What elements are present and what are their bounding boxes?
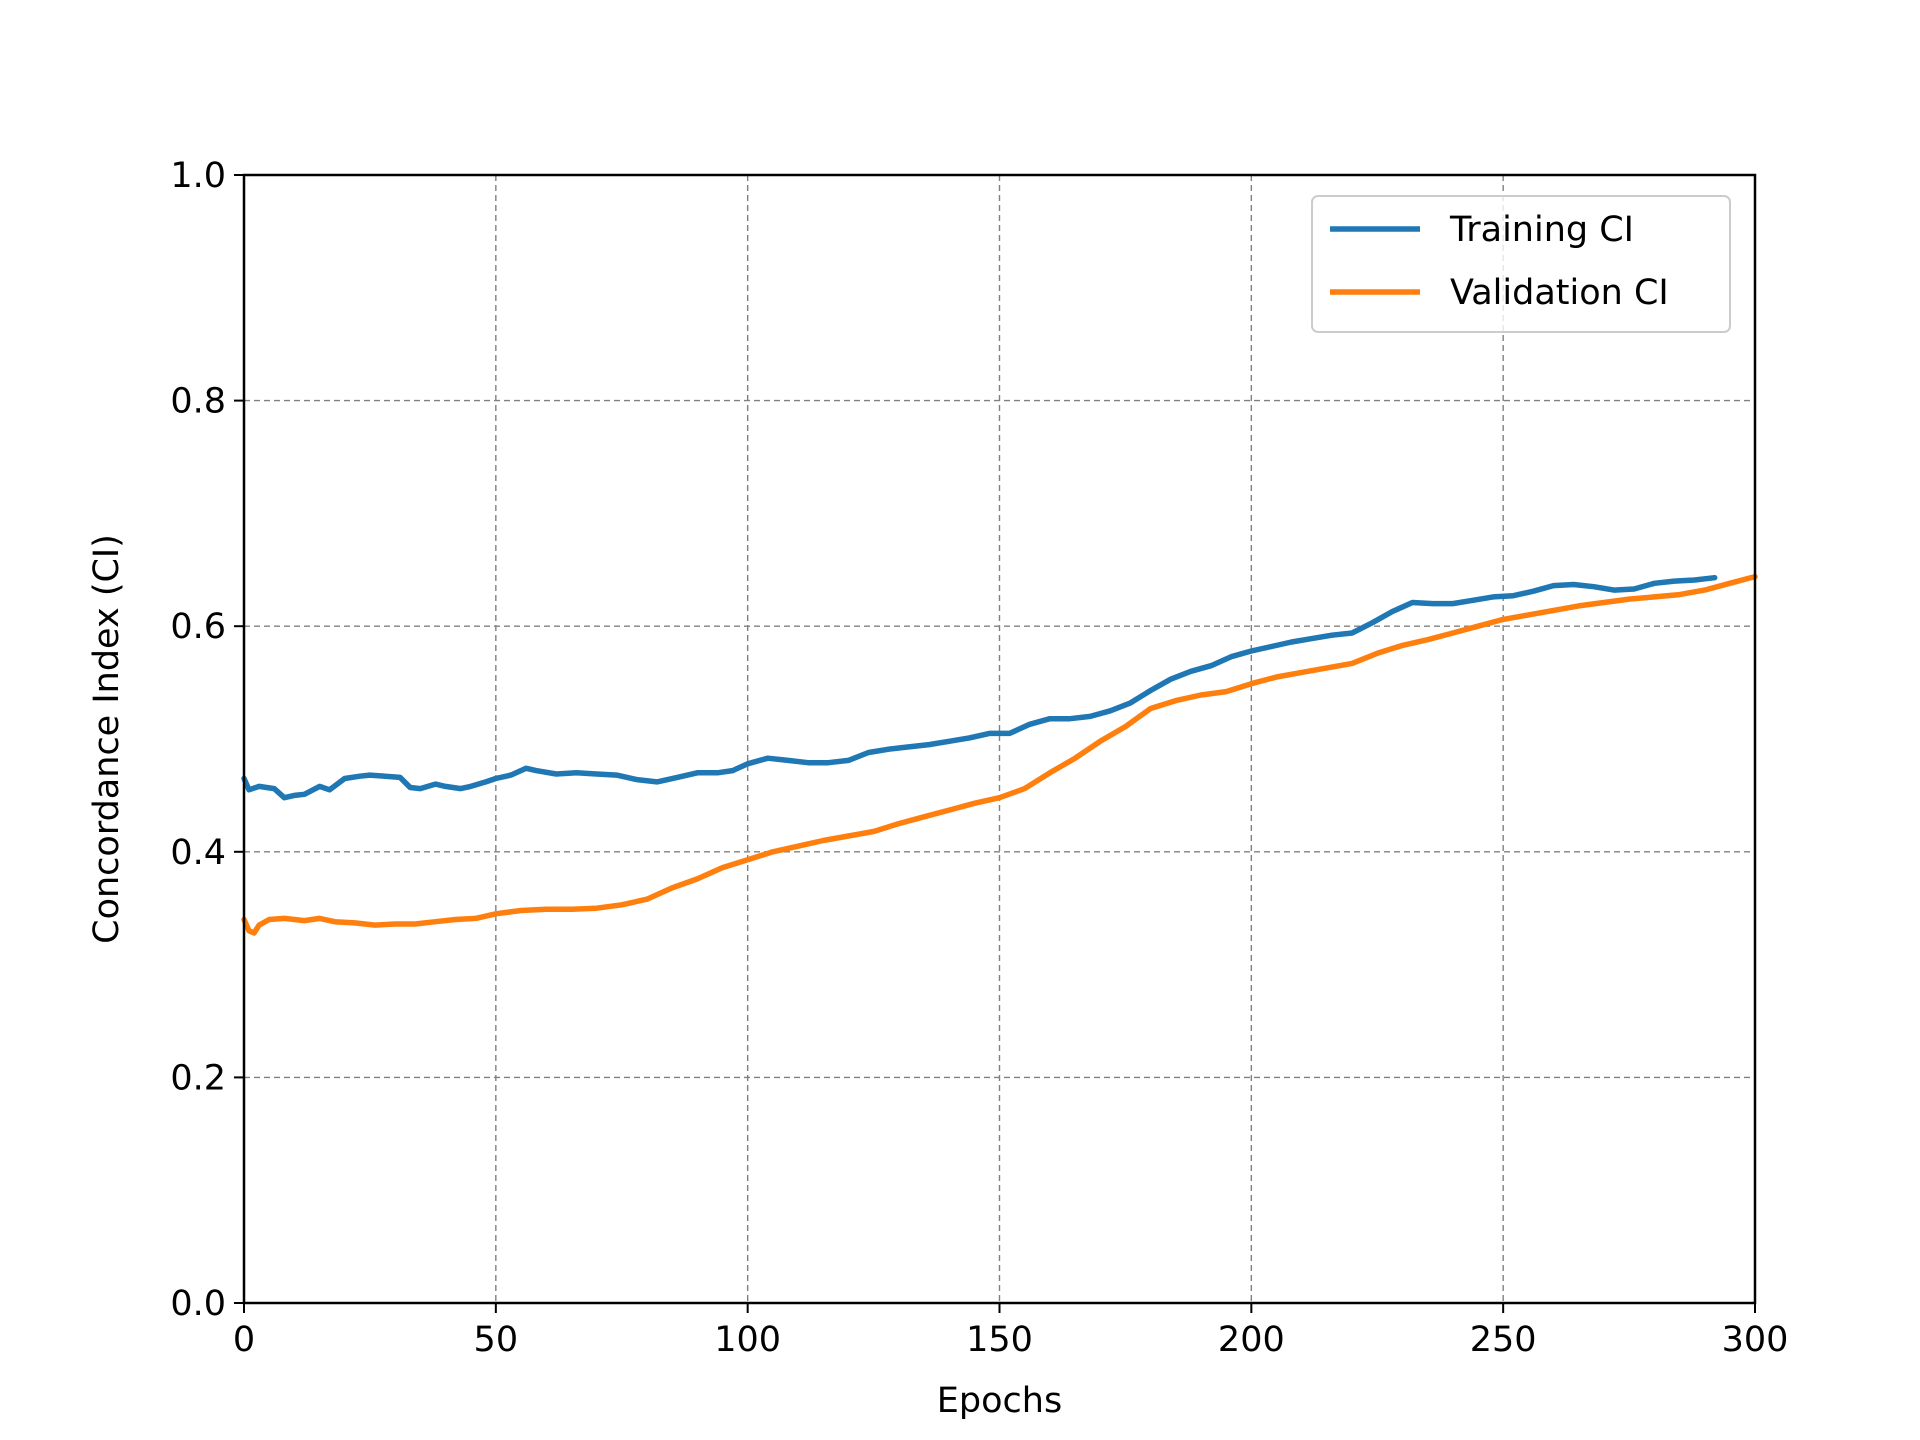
x-tick-label: 250 (1470, 1320, 1537, 1360)
x-tick-label: 100 (714, 1320, 781, 1360)
x-tick-label: 50 (474, 1320, 519, 1360)
x-tick-label: 200 (1218, 1320, 1285, 1360)
legend: Training CI Validation CI (1311, 195, 1731, 333)
y-tick-label: 0.4 (170, 833, 226, 873)
y-tick-label: 1.0 (170, 156, 226, 196)
y-tick-label: 0.6 (170, 607, 226, 647)
x-tick-label: 0 (233, 1320, 255, 1360)
y-tick-label: 0.0 (170, 1284, 226, 1324)
validation-ci-line (241, 573, 1758, 936)
legend-label-validation: Validation CI (1450, 273, 1669, 313)
y-axis-title: Concordance Index (CI) (87, 534, 127, 944)
x-tick-label: 300 (1722, 1320, 1789, 1360)
y-tick-label: 0.8 (170, 382, 226, 422)
y-tick-label: 0.2 (170, 1058, 226, 1098)
x-tick-label: 150 (966, 1320, 1033, 1360)
series-lines (241, 573, 1758, 936)
legend-label-training: Training CI (1449, 210, 1634, 250)
x-axis-title: Epochs (937, 1381, 1062, 1421)
training-ci-line (241, 574, 1718, 801)
axis-ticks: 0 50 100 150 200 250 300 0.0 0.2 0.4 0.6 0.8 1.0 (170, 156, 1788, 1360)
